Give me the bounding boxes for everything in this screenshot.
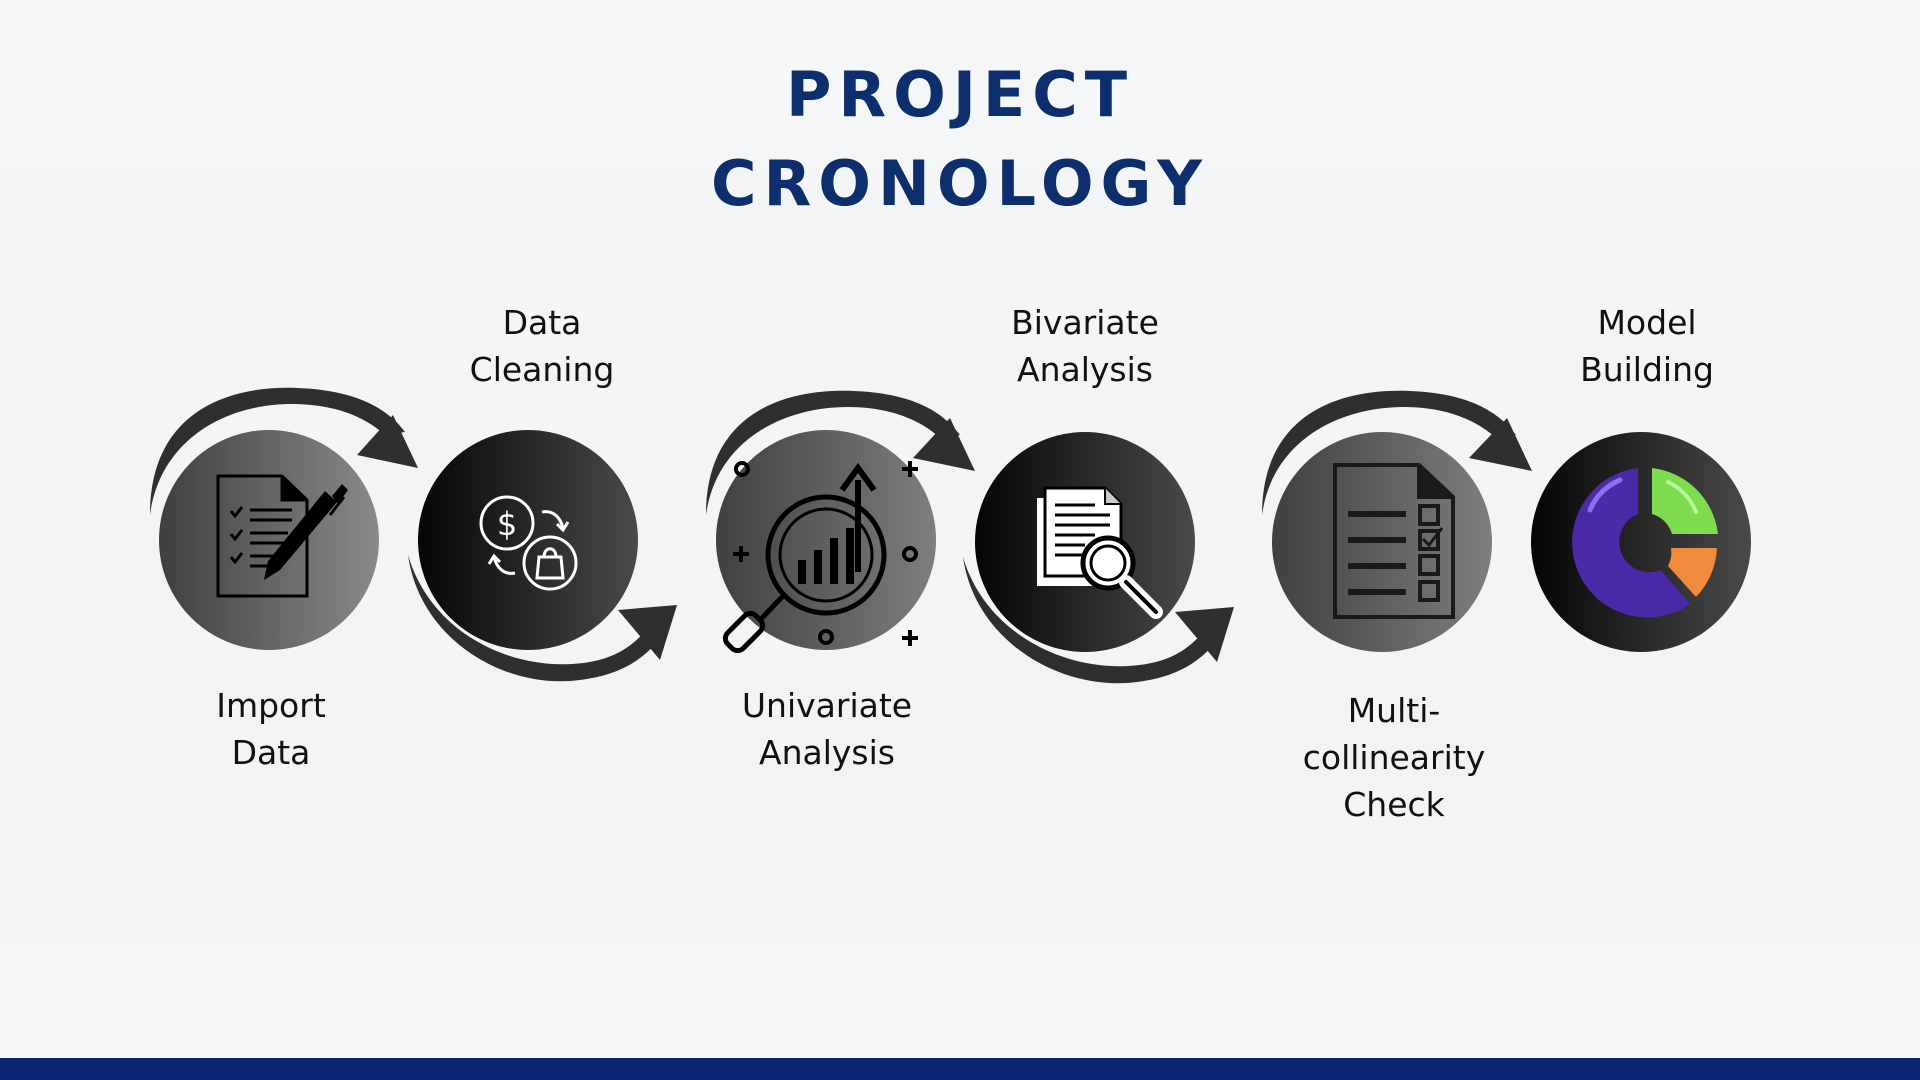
arrow-4-to-5-icon bbox=[963, 557, 1234, 684]
step-model-building-node bbox=[1531, 432, 1751, 652]
document-search-icon bbox=[1037, 486, 1163, 619]
step-label-line: Building bbox=[1580, 350, 1714, 389]
arrow-3-to-4-icon bbox=[706, 390, 975, 515]
step-import-data-node bbox=[159, 430, 379, 650]
magnifier-growth-chart-icon bbox=[722, 462, 887, 654]
step-label-line: Analysis bbox=[1017, 350, 1153, 389]
step-label-line: collinearity bbox=[1302, 738, 1486, 777]
step-label-multicollinearity-check: Multi- collinearity Check bbox=[1244, 687, 1544, 828]
step-label-line: Univariate bbox=[741, 686, 913, 725]
sparkle-decoration-icon bbox=[733, 461, 918, 646]
step-label-line: Data bbox=[231, 733, 311, 772]
step-label-line: Bivariate bbox=[1011, 303, 1159, 342]
bottom-accent-bar bbox=[0, 1058, 1920, 1080]
step-label-bivariate-analysis: Bivariate Analysis bbox=[935, 299, 1235, 393]
step-label-import-data: Import Data bbox=[121, 682, 421, 776]
document-checklist-icon bbox=[1333, 463, 1455, 619]
dollar-exchange-bag-icon: $ bbox=[479, 495, 578, 591]
step-bivariate-analysis-node bbox=[975, 432, 1195, 652]
page-title-line-1: PROJECT bbox=[785, 58, 1135, 131]
step-label-line: Model bbox=[1597, 303, 1697, 342]
donut-chart-icon bbox=[1572, 468, 1718, 618]
step-label-data-cleaning: Data Cleaning bbox=[392, 299, 692, 393]
arrow-5-to-6-icon bbox=[1262, 390, 1532, 515]
pen-icon bbox=[264, 484, 348, 580]
arrow-2-to-3-icon bbox=[408, 555, 677, 682]
step-label-univariate-analysis: Univariate Analysis bbox=[677, 682, 977, 776]
svg-text:$: $ bbox=[497, 505, 517, 543]
step-label-line: Analysis bbox=[759, 733, 895, 772]
step-label-line: Import bbox=[216, 686, 326, 725]
step-label-line: Multi- bbox=[1347, 691, 1441, 730]
step-label-line: Cleaning bbox=[469, 350, 615, 389]
step-multicollinearity-check-node bbox=[1272, 432, 1492, 652]
step-label-model-building: Model Building bbox=[1497, 299, 1797, 393]
step-label-line: Data bbox=[502, 303, 582, 342]
arrow-1-to-2-icon bbox=[150, 387, 418, 515]
step-univariate-analysis-node bbox=[716, 430, 936, 654]
step-label-line: Check bbox=[1343, 785, 1445, 824]
page-title-line-2: CRONOLOGY bbox=[711, 147, 1209, 220]
step-data-cleaning-node: $ bbox=[418, 430, 638, 650]
checklist-pen-icon bbox=[216, 474, 309, 598]
